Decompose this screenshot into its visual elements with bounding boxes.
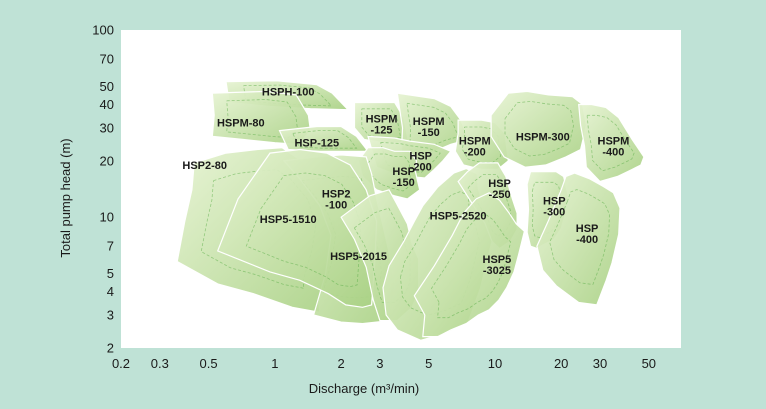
region-label-line: -150 bbox=[418, 127, 440, 139]
y-tick-label: 50 bbox=[100, 79, 114, 94]
y-tick-label: 2 bbox=[107, 341, 114, 356]
y-tick-label: 30 bbox=[100, 120, 114, 135]
region-label-line: HSP2 bbox=[322, 189, 351, 201]
region-label-line: -250 bbox=[489, 189, 511, 201]
region-label-line: HSP5-2015 bbox=[330, 251, 387, 263]
y-tick-label: 3 bbox=[107, 308, 114, 323]
region-label-hsp-150: HSP -150 bbox=[392, 166, 415, 189]
region-curve-hspm-125 bbox=[361, 108, 402, 139]
x-tick-label: 3 bbox=[376, 356, 383, 371]
x-tick-label: 2 bbox=[337, 356, 344, 371]
x-tick-label: 20 bbox=[554, 356, 568, 371]
region-label-hsp-250: HSP -250 bbox=[488, 178, 511, 201]
region-layer bbox=[176, 80, 645, 341]
region-label-line: HSP5 bbox=[483, 254, 512, 266]
region-label-hsp-400: HSP -400 bbox=[576, 223, 599, 246]
region-label-hsp5-3025: HSP5 -3025 bbox=[483, 254, 512, 277]
region-label-line: HSP bbox=[543, 195, 566, 207]
y-tick-labels: 2 3 4 5 7 10 20 30 40 50 70 100 bbox=[92, 23, 114, 356]
region-label-line: HSP bbox=[488, 178, 511, 190]
region-label-hspm-150: HSPM -150 bbox=[413, 116, 445, 139]
region-curve-hspm-400 bbox=[586, 114, 635, 172]
region-label-line: HSP2-80 bbox=[182, 160, 227, 172]
y-tick-label: 40 bbox=[100, 97, 114, 112]
region-label-line: HSP bbox=[409, 150, 432, 162]
x-tick-label: 5 bbox=[425, 356, 432, 371]
x-tick-label: 0.3 bbox=[151, 356, 169, 371]
region-label-line: -400 bbox=[602, 147, 624, 159]
region-label-line: -125 bbox=[370, 124, 392, 136]
region-label-line: -100 bbox=[325, 200, 347, 212]
y-tick-label: 70 bbox=[100, 52, 114, 67]
region-label-hsph-100: HSPH-100 bbox=[262, 86, 315, 98]
region-curve-hsp-400 bbox=[549, 189, 611, 285]
x-tick-label: 0.5 bbox=[200, 356, 218, 371]
x-tick-label: 50 bbox=[642, 356, 656, 371]
x-axis-label: Discharge (m³/min) bbox=[309, 381, 420, 396]
region-label-line: HSP5-1510 bbox=[260, 214, 317, 226]
region-label-hsp5-2520: HSP5-2520 bbox=[430, 211, 487, 223]
region-curve-hsp-125 bbox=[292, 129, 358, 149]
y-tick-label: 5 bbox=[107, 266, 114, 281]
region-label-line: -150 bbox=[393, 177, 415, 189]
region-label-hsp-300: HSP -300 bbox=[543, 195, 566, 218]
region-label-hsp2-100: HSP2 -100 bbox=[322, 189, 351, 212]
region-hsp-400 bbox=[536, 172, 621, 306]
y-tick-label: 4 bbox=[107, 284, 114, 299]
region-label-hspm-125: HSPM -125 bbox=[366, 113, 398, 136]
y-axis-label: Total pump head (m) bbox=[58, 138, 73, 257]
region-label-hspm-300: HSPM-300 bbox=[516, 131, 570, 143]
y-tick-label: 100 bbox=[92, 23, 114, 38]
region-curve-hspm-150 bbox=[406, 102, 459, 150]
region-label-hsp5-1510: HSP5-1510 bbox=[260, 214, 317, 226]
region-label-hsp2-80: HSP2-80 bbox=[182, 160, 227, 172]
region-label-hsp-200: HSP -200 bbox=[409, 150, 432, 173]
region-label-line: -3025 bbox=[483, 265, 511, 277]
region-hsp5-3025 bbox=[413, 192, 526, 338]
region-label-line: HSPM-300 bbox=[516, 131, 570, 143]
region-label-line: HSPM bbox=[413, 116, 445, 128]
region-label-hspm-200: HSPM -200 bbox=[459, 136, 491, 159]
region-label-line: HSPM bbox=[598, 136, 630, 148]
region-label-line: -300 bbox=[543, 206, 565, 218]
region-label-line: HSPM bbox=[459, 136, 491, 148]
region-label-line: -400 bbox=[576, 234, 598, 246]
region-label-hsp-125: HSP-125 bbox=[294, 138, 339, 150]
region-hspm-400 bbox=[578, 103, 645, 183]
region-label-line: HSPH-100 bbox=[262, 86, 315, 98]
region-label-line: HSPM-80 bbox=[217, 118, 265, 130]
region-label-hsp5-2015: HSP5-2015 bbox=[330, 251, 387, 263]
region-label-hspm-400: HSPM -400 bbox=[598, 136, 630, 159]
y-tick-label: 10 bbox=[100, 210, 114, 225]
x-tick-label: 10 bbox=[488, 356, 502, 371]
region-label-hspm-80: HSPM-80 bbox=[217, 118, 265, 130]
y-tick-label: 7 bbox=[107, 239, 114, 254]
y-tick-label: 20 bbox=[100, 153, 114, 168]
region-curve-hsp-150 bbox=[367, 153, 413, 192]
region-label-line: HSP bbox=[392, 166, 415, 178]
region-label-line: HSPM bbox=[366, 113, 398, 125]
region-label-line: -200 bbox=[464, 147, 486, 159]
region-curve-hsp5-1510 bbox=[245, 172, 362, 288]
x-tick-label: 30 bbox=[593, 356, 607, 371]
region-label-line: HSP bbox=[576, 223, 599, 235]
region-label-line: -200 bbox=[410, 161, 432, 173]
x-tick-label: 1 bbox=[271, 356, 278, 371]
region-label-line: HSP-125 bbox=[294, 138, 339, 150]
region-curve-hsp5-3025 bbox=[431, 213, 512, 319]
x-tick-label: 0.2 bbox=[112, 356, 130, 371]
region-label-line: HSP5-2520 bbox=[430, 211, 487, 223]
region-curve-hspm-300 bbox=[504, 100, 574, 157]
x-tick-labels: 0.2 0.3 0.5 1 2 3 5 10 20 30 50 bbox=[112, 356, 656, 371]
